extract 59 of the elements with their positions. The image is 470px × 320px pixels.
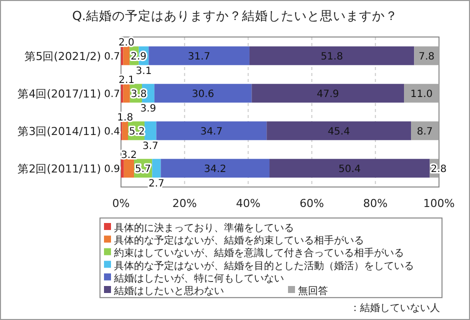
bar [123, 46, 130, 66]
bar [252, 84, 404, 103]
data-label: 0.7 [104, 88, 120, 100]
data-label: 2.1 [118, 74, 135, 86]
bar [148, 46, 250, 66]
data-label: 51.8 [320, 51, 343, 62]
bar [144, 121, 156, 140]
bar [123, 84, 130, 103]
y-tick-label: 第3回(2014/11) [18, 124, 101, 138]
data-label: 0.7 [104, 51, 120, 62]
x-tick-label: 0% [112, 197, 130, 210]
y-tick-label: 第2回(2011/11) [18, 162, 101, 176]
x-tick-label: 20% [172, 197, 197, 210]
x-tick-label: 40% [236, 197, 260, 210]
x-tick-label: 60% [300, 197, 324, 210]
text: ：結婚していない人 [350, 303, 440, 314]
data-label: 5.2 [128, 126, 145, 138]
data-label: 45.4 [328, 126, 350, 138]
legend-label: 具体的に決まっており、準備をしている [114, 222, 294, 234]
legend-label: 約束はしていないが、結婚を意識して付き合っている相手がいる [114, 247, 404, 260]
legend-label: 結婚はしたいが、特に何もしていない [113, 272, 284, 284]
data-label: 3.2 [120, 150, 137, 161]
chart-title: Q.結婚の予定はありますか？結婚したいと思いますか？ [72, 8, 398, 23]
data-label: 47.9 [316, 88, 339, 100]
y-tick-label: 第5回(2021/2) [24, 50, 101, 63]
data-label: 5.7 [135, 164, 151, 175]
bar [152, 158, 161, 178]
data-label: 34.7 [200, 126, 223, 138]
bar [122, 121, 128, 140]
bar [156, 121, 267, 140]
data-label: 7.8 [418, 51, 435, 62]
data-label: 0.9 [104, 164, 120, 175]
y-tick-label: 第4回(2017/11) [18, 87, 101, 100]
data-label: 3.9 [140, 104, 156, 115]
data-label: 1.8 [117, 112, 134, 124]
data-label: 50.4 [338, 164, 361, 175]
data-label: 0.4 [104, 126, 120, 138]
x-tick-label: 80% [363, 197, 388, 210]
data-label: 31.7 [188, 51, 210, 62]
data-label: 34.2 [204, 164, 226, 175]
bar [270, 158, 430, 178]
x-tick-label: 100% [423, 197, 455, 210]
data-label: 2.7 [148, 178, 164, 190]
bar [266, 121, 412, 140]
legend-label: 結婚はしたいと思わない [113, 286, 224, 297]
data-label: 30.6 [192, 88, 214, 100]
bar [154, 84, 252, 103]
bar [124, 158, 134, 178]
bar [249, 46, 414, 66]
data-label: 3.1 [136, 66, 152, 78]
data-label: 2.0 [118, 37, 134, 48]
data-label: 11.0 [410, 88, 433, 100]
legend-label: 無回答 [298, 285, 328, 297]
bar [160, 158, 270, 178]
legend-label: 具体的な予定はないが、結婚を約束している相手がいる [114, 234, 364, 247]
legend-label: 具体的な予定はないが、結婚を目的とした活動（婚活）をしている [114, 260, 414, 272]
data-label: 3.7 [142, 141, 158, 152]
data-label: 8.7 [416, 126, 433, 138]
bar [121, 158, 124, 178]
